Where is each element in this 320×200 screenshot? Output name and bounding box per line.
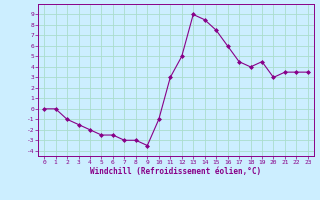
X-axis label: Windchill (Refroidissement éolien,°C): Windchill (Refroidissement éolien,°C) — [91, 167, 261, 176]
